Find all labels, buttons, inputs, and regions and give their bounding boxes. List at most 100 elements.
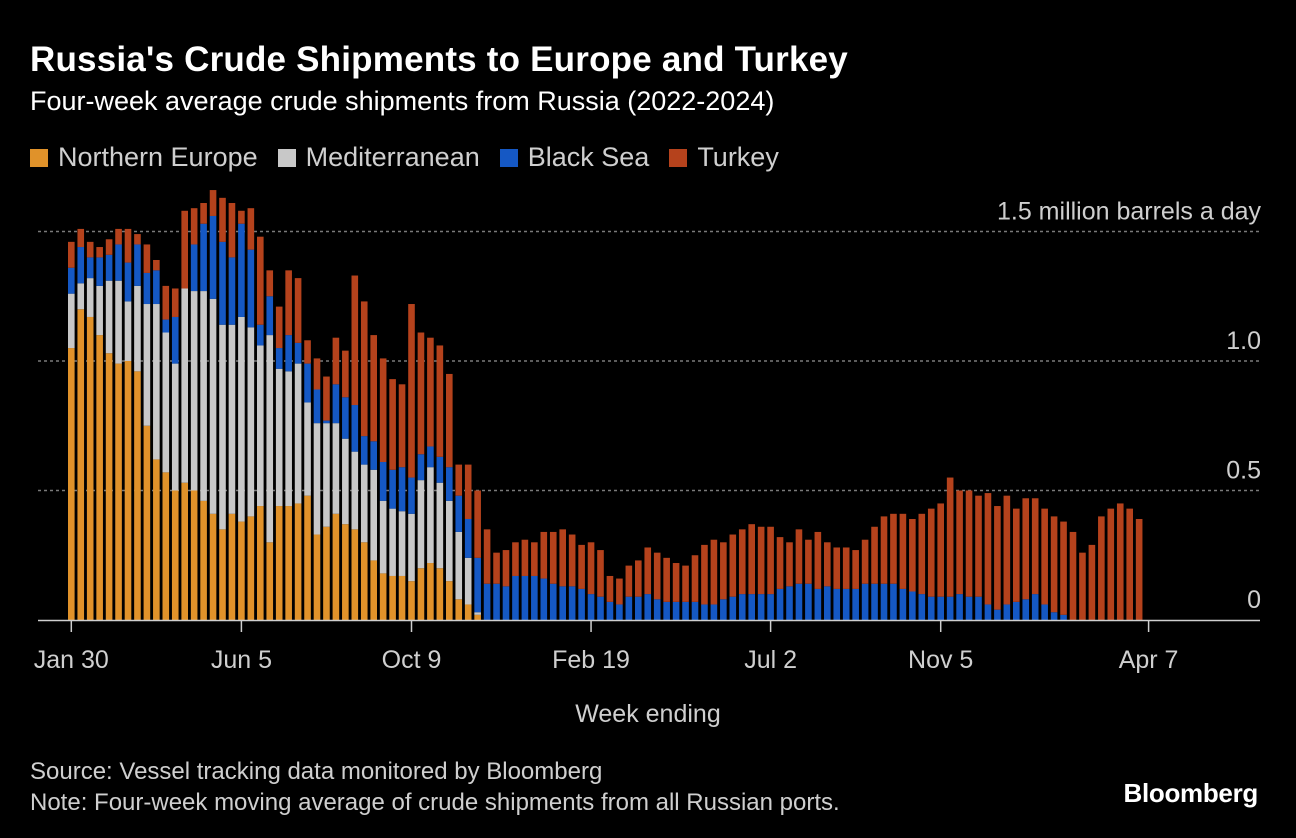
bar-segment bbox=[1022, 599, 1030, 620]
bar-segment bbox=[304, 495, 311, 620]
bar-segment bbox=[275, 368, 283, 507]
bar-segment bbox=[540, 531, 548, 579]
bar-segment bbox=[181, 288, 188, 483]
bar-segment bbox=[389, 379, 396, 470]
legend-item-black-sea: Black Sea bbox=[499, 142, 649, 173]
bar-segment bbox=[455, 531, 463, 600]
bar-segment bbox=[360, 301, 368, 437]
bar-segment bbox=[408, 477, 415, 514]
bar-segment bbox=[710, 604, 718, 620]
bar-segment bbox=[767, 526, 774, 595]
x-axis-title: Week ending bbox=[575, 700, 720, 728]
bar-segment bbox=[247, 516, 255, 620]
bar-segment bbox=[672, 601, 680, 620]
bar-segment bbox=[446, 500, 453, 582]
bar-segment bbox=[1022, 498, 1030, 600]
bar-segment bbox=[228, 203, 236, 258]
bar-segment bbox=[351, 451, 359, 530]
bar-segment bbox=[1041, 604, 1048, 620]
bar-segment bbox=[587, 594, 595, 620]
bar-segment bbox=[691, 555, 699, 602]
bar-segment bbox=[653, 552, 661, 600]
bar-segment bbox=[313, 389, 321, 424]
bar-segment bbox=[842, 547, 850, 589]
bar-segment bbox=[398, 467, 406, 512]
x-tick-label: Jul 2 bbox=[744, 646, 797, 674]
bar-segment bbox=[502, 586, 510, 620]
bar-segment bbox=[1003, 604, 1011, 620]
bar-segment bbox=[984, 604, 992, 620]
bar-segment bbox=[701, 604, 708, 620]
bar-segment bbox=[512, 575, 519, 620]
bar-segment bbox=[616, 604, 623, 620]
bar-segment bbox=[257, 324, 264, 346]
bar-segment bbox=[86, 316, 94, 620]
bar-segment bbox=[304, 402, 311, 496]
bar-segment bbox=[332, 384, 340, 424]
bar-segment bbox=[323, 526, 330, 620]
bar-segment bbox=[417, 332, 425, 455]
bar-segment bbox=[68, 348, 75, 620]
bar-segment bbox=[625, 565, 633, 597]
bar-segment bbox=[502, 550, 510, 587]
y-tick-label: 0 bbox=[1247, 586, 1261, 614]
bar-segment bbox=[351, 275, 359, 406]
bar-segment bbox=[360, 436, 368, 465]
bar-segment bbox=[389, 469, 396, 509]
bar-segment bbox=[379, 462, 387, 501]
bar-segment bbox=[946, 596, 954, 620]
bar-segment bbox=[833, 547, 841, 589]
bar-segment bbox=[96, 285, 103, 336]
bar-segment bbox=[379, 500, 387, 574]
bar-segment bbox=[96, 257, 103, 286]
bar-segment bbox=[918, 594, 926, 620]
bar-segment bbox=[285, 335, 292, 372]
bar-segment bbox=[606, 575, 614, 602]
bar-segment bbox=[124, 228, 132, 263]
bar-segment bbox=[757, 526, 765, 595]
bar-segment bbox=[531, 575, 538, 620]
bar-segment bbox=[568, 586, 576, 620]
bar-segment bbox=[360, 542, 368, 620]
bar-segment bbox=[814, 588, 822, 620]
bar-segment bbox=[427, 467, 434, 564]
bar-segment bbox=[247, 327, 255, 517]
bar-segment bbox=[143, 272, 151, 305]
bar-segment bbox=[294, 503, 302, 620]
bar-segment bbox=[162, 285, 170, 320]
bar-segment bbox=[143, 244, 151, 273]
bar-segment bbox=[408, 304, 415, 478]
bar-segment bbox=[238, 210, 245, 224]
bar-segment bbox=[653, 599, 661, 620]
bar-segment bbox=[559, 529, 566, 587]
bar-segment bbox=[880, 516, 888, 584]
bar-segment bbox=[899, 513, 907, 589]
bar-segment bbox=[909, 518, 916, 592]
bar-segment bbox=[408, 513, 415, 582]
bar-segment bbox=[861, 539, 869, 584]
bar-segment bbox=[512, 542, 519, 576]
bar-segment bbox=[275, 506, 283, 620]
bar-segment bbox=[181, 210, 188, 289]
bar-segment bbox=[549, 531, 557, 584]
x-tick-label: Jan 30 bbox=[34, 646, 109, 674]
bar-segment bbox=[720, 599, 727, 620]
chart-title: Russia's Crude Shipments to Europe and T… bbox=[30, 40, 848, 79]
bar-segment bbox=[965, 490, 973, 597]
bar-segment bbox=[153, 259, 160, 271]
bar-segment bbox=[266, 296, 274, 336]
bar-segment bbox=[105, 254, 113, 281]
bar-segment bbox=[171, 288, 179, 317]
bar-segment bbox=[209, 215, 217, 299]
bar-segment bbox=[1116, 503, 1124, 620]
bar-segment bbox=[984, 493, 992, 605]
bar-segment bbox=[748, 594, 755, 620]
bar-segment bbox=[946, 477, 954, 597]
bar-segment bbox=[266, 270, 274, 297]
bar-segment bbox=[200, 223, 207, 292]
bar-segment bbox=[644, 547, 652, 595]
bar-segment bbox=[767, 594, 774, 620]
bar-segment bbox=[1088, 544, 1096, 620]
legend-swatch-mediterranean bbox=[277, 148, 296, 167]
bar-segment bbox=[578, 544, 585, 589]
